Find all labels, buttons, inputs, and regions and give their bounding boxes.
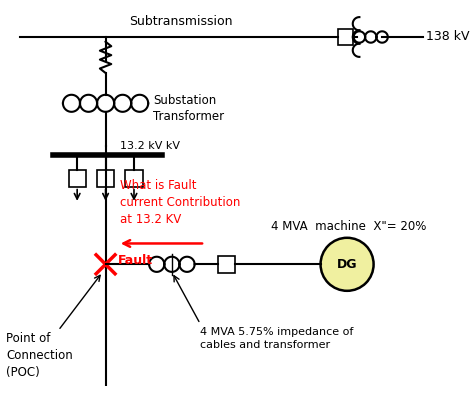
Text: 4 MVA  machine  X"= 20%: 4 MVA machine X"= 20% xyxy=(271,220,427,233)
Text: 4 MVA 5.75% impedance of
cables and transformer: 4 MVA 5.75% impedance of cables and tran… xyxy=(201,327,354,350)
Text: Substation
Transformer: Substation Transformer xyxy=(153,94,224,123)
Text: 138 kV: 138 kV xyxy=(426,31,469,43)
Text: 13.2 kV kV: 13.2 kV kV xyxy=(120,140,180,151)
Text: Subtransmission: Subtransmission xyxy=(129,15,233,27)
Bar xyxy=(337,29,353,45)
Bar xyxy=(218,256,235,273)
Bar xyxy=(97,170,114,187)
Circle shape xyxy=(320,238,374,291)
Text: DG: DG xyxy=(337,258,357,271)
Text: What is Fault
current Contribution
at 13.2 KV: What is Fault current Contribution at 13… xyxy=(120,179,240,226)
Text: Fault: Fault xyxy=(118,254,153,267)
Bar xyxy=(126,170,143,187)
Text: Point of
Connection
(POC): Point of Connection (POC) xyxy=(6,332,73,380)
Bar xyxy=(69,170,86,187)
